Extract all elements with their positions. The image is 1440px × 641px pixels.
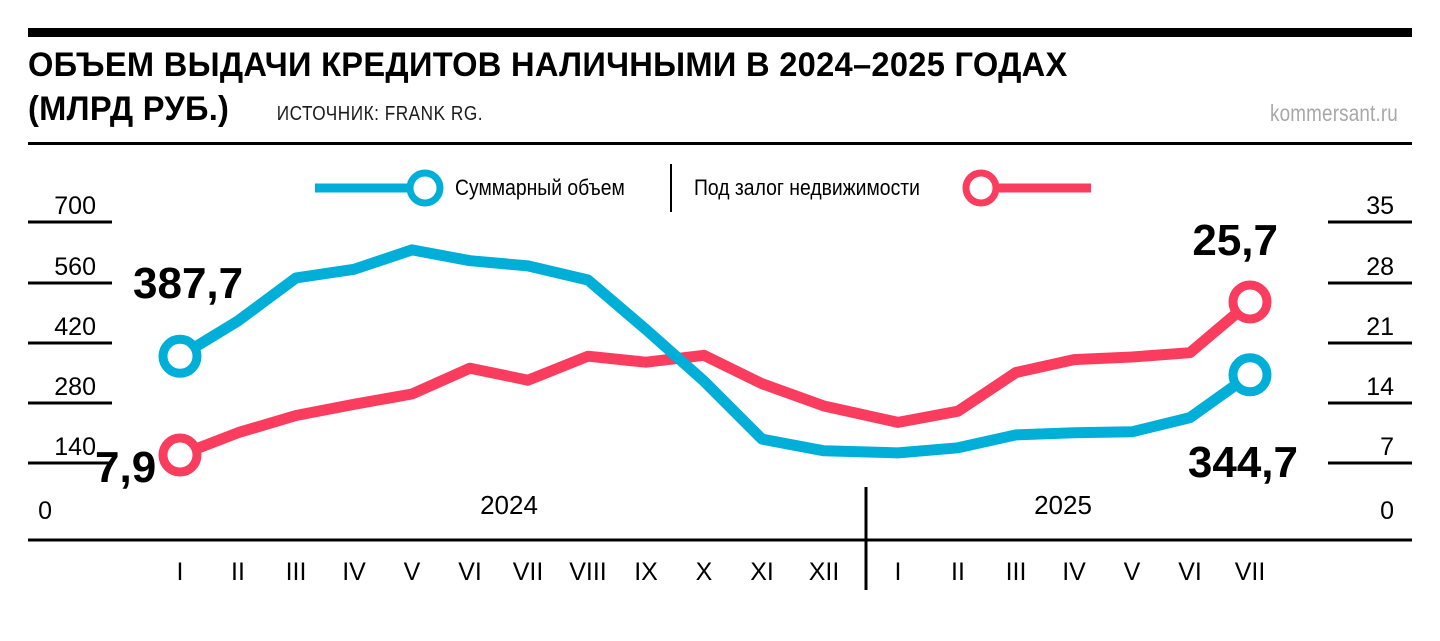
x-label-1: II: [231, 558, 245, 586]
x-label-3: IV: [342, 558, 366, 586]
left-axis-gridlines: [28, 220, 112, 465]
legend-swatch-pledge: [962, 169, 1091, 207]
left-axis-tick-labels: 700 560 420 280 140 0: [38, 192, 96, 525]
legend-separator: [669, 164, 672, 212]
x-label-6: VII: [513, 558, 544, 586]
x-label-8: IX: [634, 558, 658, 586]
left-tick-140: 140: [54, 433, 96, 461]
page-title-line-1: ОБЪЕМ ВЫДАЧИ КРЕДИТОВ НАЛИЧНЫМИ В 2024–2…: [28, 46, 1068, 84]
marker-pledge-last: [1228, 280, 1272, 324]
year-label-2024: 2024: [480, 490, 538, 520]
chart-svg: 700 560 420 280 140 0 35 28 21 14 7 0: [28, 192, 1412, 590]
legend-label-pledge: Под залог недвижимости: [693, 175, 920, 200]
legend-item-total[interactable]: Суммарный объем: [315, 164, 648, 212]
x-label-13: II: [951, 558, 965, 586]
right-axis-tick-labels: 35 28 21 14 7 0: [1366, 192, 1394, 525]
marker-total-last: [1228, 353, 1272, 397]
x-label-12: I: [895, 558, 902, 586]
x-label-5: VI: [458, 558, 482, 586]
title-subline-row: (МЛРД РУБ.) ИСТОЧНИК: FRANK RG.: [28, 90, 499, 129]
right-tick-21: 21: [1366, 313, 1394, 341]
right-tick-0: 0: [1380, 497, 1394, 525]
x-label-15: IV: [1062, 558, 1086, 586]
x-label-4: V: [404, 558, 421, 586]
header-divider-rule: [28, 142, 1412, 145]
left-tick-0: 0: [38, 497, 52, 525]
x-label-2: III: [286, 558, 307, 586]
chart-legend: Суммарный объем Под залог недвижимости: [315, 164, 1215, 212]
marker-total-first: [158, 334, 202, 378]
x-label-11: XII: [809, 558, 840, 586]
x-label-17: VI: [1178, 558, 1202, 586]
right-tick-28: 28: [1366, 253, 1394, 281]
value-label-pledge-first: 7,9: [95, 443, 156, 492]
value-label-pledge-last: 25,7: [1192, 216, 1278, 265]
top-divider-rule: [28, 28, 1412, 37]
left-tick-420: 420: [54, 313, 96, 341]
source-credit: ИСТОЧНИК: FRANK RG.: [276, 103, 483, 125]
left-tick-700: 700: [54, 192, 96, 220]
x-axis-category-labels: I II III IV V VI VII VIII IX X XI XII I …: [177, 558, 1266, 586]
x-label-18: VII: [1235, 558, 1266, 586]
series-line-total: [174, 244, 1256, 459]
left-tick-280: 280: [54, 373, 96, 401]
x-label-10: XI: [750, 558, 774, 586]
x-label-0: I: [177, 558, 184, 586]
right-axis-gridlines: [1328, 220, 1412, 465]
page-title-line-2: (МЛРД РУБ.): [28, 90, 230, 128]
legend-label-total: Суммарный объем: [455, 175, 625, 200]
value-label-total-last: 344,7: [1188, 438, 1298, 487]
x-label-7: VIII: [569, 558, 607, 586]
brand-watermark: kommersant.ru: [1270, 100, 1398, 126]
x-label-14: III: [1006, 558, 1027, 586]
x-label-9: X: [696, 558, 713, 586]
year-label-2025: 2025: [1034, 490, 1092, 520]
legend-swatch-total: [315, 169, 444, 207]
marker-pledge-first: [158, 433, 202, 477]
value-label-total-first: 387,7: [133, 259, 243, 308]
series-line-pledge: [174, 296, 1256, 461]
legend-item-pledge[interactable]: Под залог недвижимости: [694, 164, 1091, 212]
left-tick-560: 560: [54, 253, 96, 281]
right-tick-14: 14: [1366, 373, 1394, 401]
right-tick-7: 7: [1380, 433, 1394, 461]
chart-plot-area: Суммарный объем Под залог недвижимости: [0, 150, 1440, 605]
right-tick-35: 35: [1366, 192, 1394, 220]
x-label-16: V: [1124, 558, 1141, 586]
header: ОБЪЕМ ВЫДАЧИ КРЕДИТОВ НАЛИЧНЫМИ В 2024–2…: [28, 44, 1412, 140]
